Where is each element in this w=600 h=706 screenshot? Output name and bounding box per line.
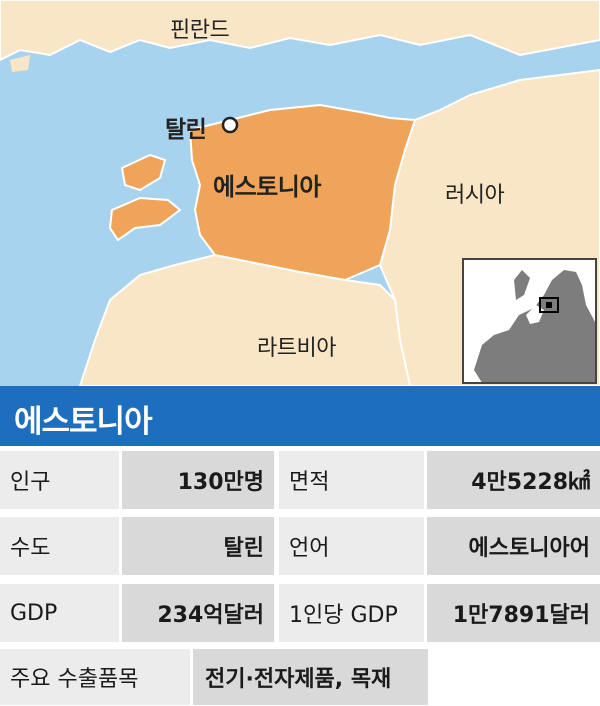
gdp-label: GDP (0, 584, 119, 642)
area-value: 4만5228㎢ (427, 451, 600, 509)
table-row: 주요 수출품목 전기·전자제품, 목재 (0, 649, 600, 705)
hiiumaa-island (120, 153, 167, 192)
label-latvia: 라트비아 (257, 336, 336, 361)
table-row: 수도 탈린 언어 에스토니아어 (0, 517, 600, 575)
label-estonia: 에스토니아 (213, 173, 321, 201)
locator-box (539, 297, 559, 313)
gdp-per-capita-label: 1인당 GDP (279, 584, 424, 642)
page-title: 에스토니아 (14, 404, 153, 440)
area-label: 면적 (279, 451, 424, 509)
island (10, 55, 30, 72)
language-label: 언어 (279, 517, 424, 575)
map: 핀란드 탈린 에스토니아 러시아 라트비아 (0, 0, 600, 386)
title-bar: 에스토니아 (0, 386, 600, 446)
estonia-map (0, 0, 600, 386)
finland-land (0, 0, 600, 62)
label-russia: 러시아 (445, 183, 505, 208)
exports-label: 주요 수출품목 (0, 649, 190, 705)
label-tallinn: 탈린 (165, 117, 207, 143)
label-finland: 핀란드 (170, 18, 230, 43)
locator-inset-map (462, 258, 597, 384)
table-row: GDP 234억달러 1인당 GDP 1만7891달러 (0, 584, 600, 642)
population-value: 130만명 (122, 451, 274, 509)
capital-label: 수도 (0, 517, 119, 575)
table-row: 인구 130만명 면적 4만5228㎢ (0, 451, 600, 509)
gdp-per-capita-value: 1만7891달러 (427, 584, 600, 642)
estonia-land (188, 103, 417, 282)
europe-locator-icon (464, 260, 595, 382)
capital-value: 탈린 (122, 517, 274, 575)
tallinn-marker-icon (221, 116, 239, 134)
population-label: 인구 (0, 451, 119, 509)
saaremaa-island (108, 196, 182, 242)
gdp-value: 234억달러 (122, 584, 274, 642)
language-value: 에스토니아어 (427, 517, 600, 575)
exports-value: 전기·전자제품, 목재 (193, 649, 428, 705)
